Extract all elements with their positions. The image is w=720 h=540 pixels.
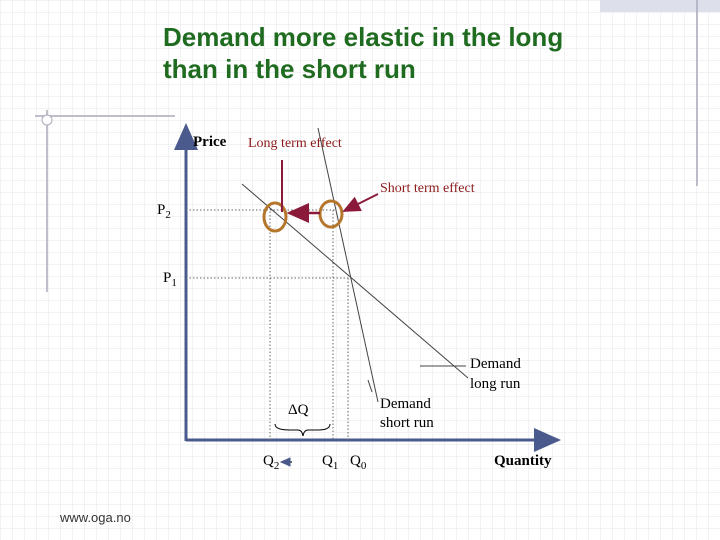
- long-term-label: Long term effect: [248, 136, 342, 151]
- short-term-label: Short term effect: [380, 181, 475, 196]
- demand-short-label: short run: [380, 415, 434, 431]
- title-line: than in the short run: [163, 54, 416, 84]
- demand-long-run: [241, 183, 469, 379]
- q2-label: Q2: [263, 453, 279, 472]
- highlight-circle: [262, 201, 288, 233]
- callout-arrow: [342, 193, 379, 212]
- callout-line: [367, 379, 373, 393]
- demand-long-label: long run: [470, 376, 521, 392]
- p1-label: P1: [163, 270, 177, 289]
- quantity-label: Quantity: [494, 453, 552, 469]
- demand-short-run: [317, 127, 379, 403]
- p2-base: P: [157, 202, 165, 218]
- q2-base: Q: [263, 453, 274, 469]
- q0-base: Q: [350, 453, 361, 469]
- p1-sub: 1: [171, 277, 177, 289]
- p2-sub: 2: [165, 209, 171, 221]
- q0-label: Q0: [350, 453, 367, 472]
- q2-sub: 2: [274, 460, 280, 472]
- q0-sub: 0: [361, 460, 367, 472]
- price-label: Price: [193, 134, 227, 150]
- deco-circle: [41, 114, 53, 126]
- q1-sub: 1: [333, 460, 339, 472]
- p2-label: P2: [157, 202, 171, 221]
- footer: www.oga.no: [59, 510, 131, 525]
- title-line: Demand more elastic in the long: [163, 22, 563, 52]
- p1-base: P: [163, 270, 171, 286]
- corner-band: [600, 0, 720, 12]
- q1-base: Q: [322, 453, 333, 469]
- brace: [274, 423, 331, 437]
- q1-label: Q1: [322, 453, 338, 472]
- demand-short-label: Demand: [380, 396, 431, 412]
- delta-q-label: ΔQ: [288, 402, 309, 418]
- demand-long-label: Demand: [470, 356, 521, 372]
